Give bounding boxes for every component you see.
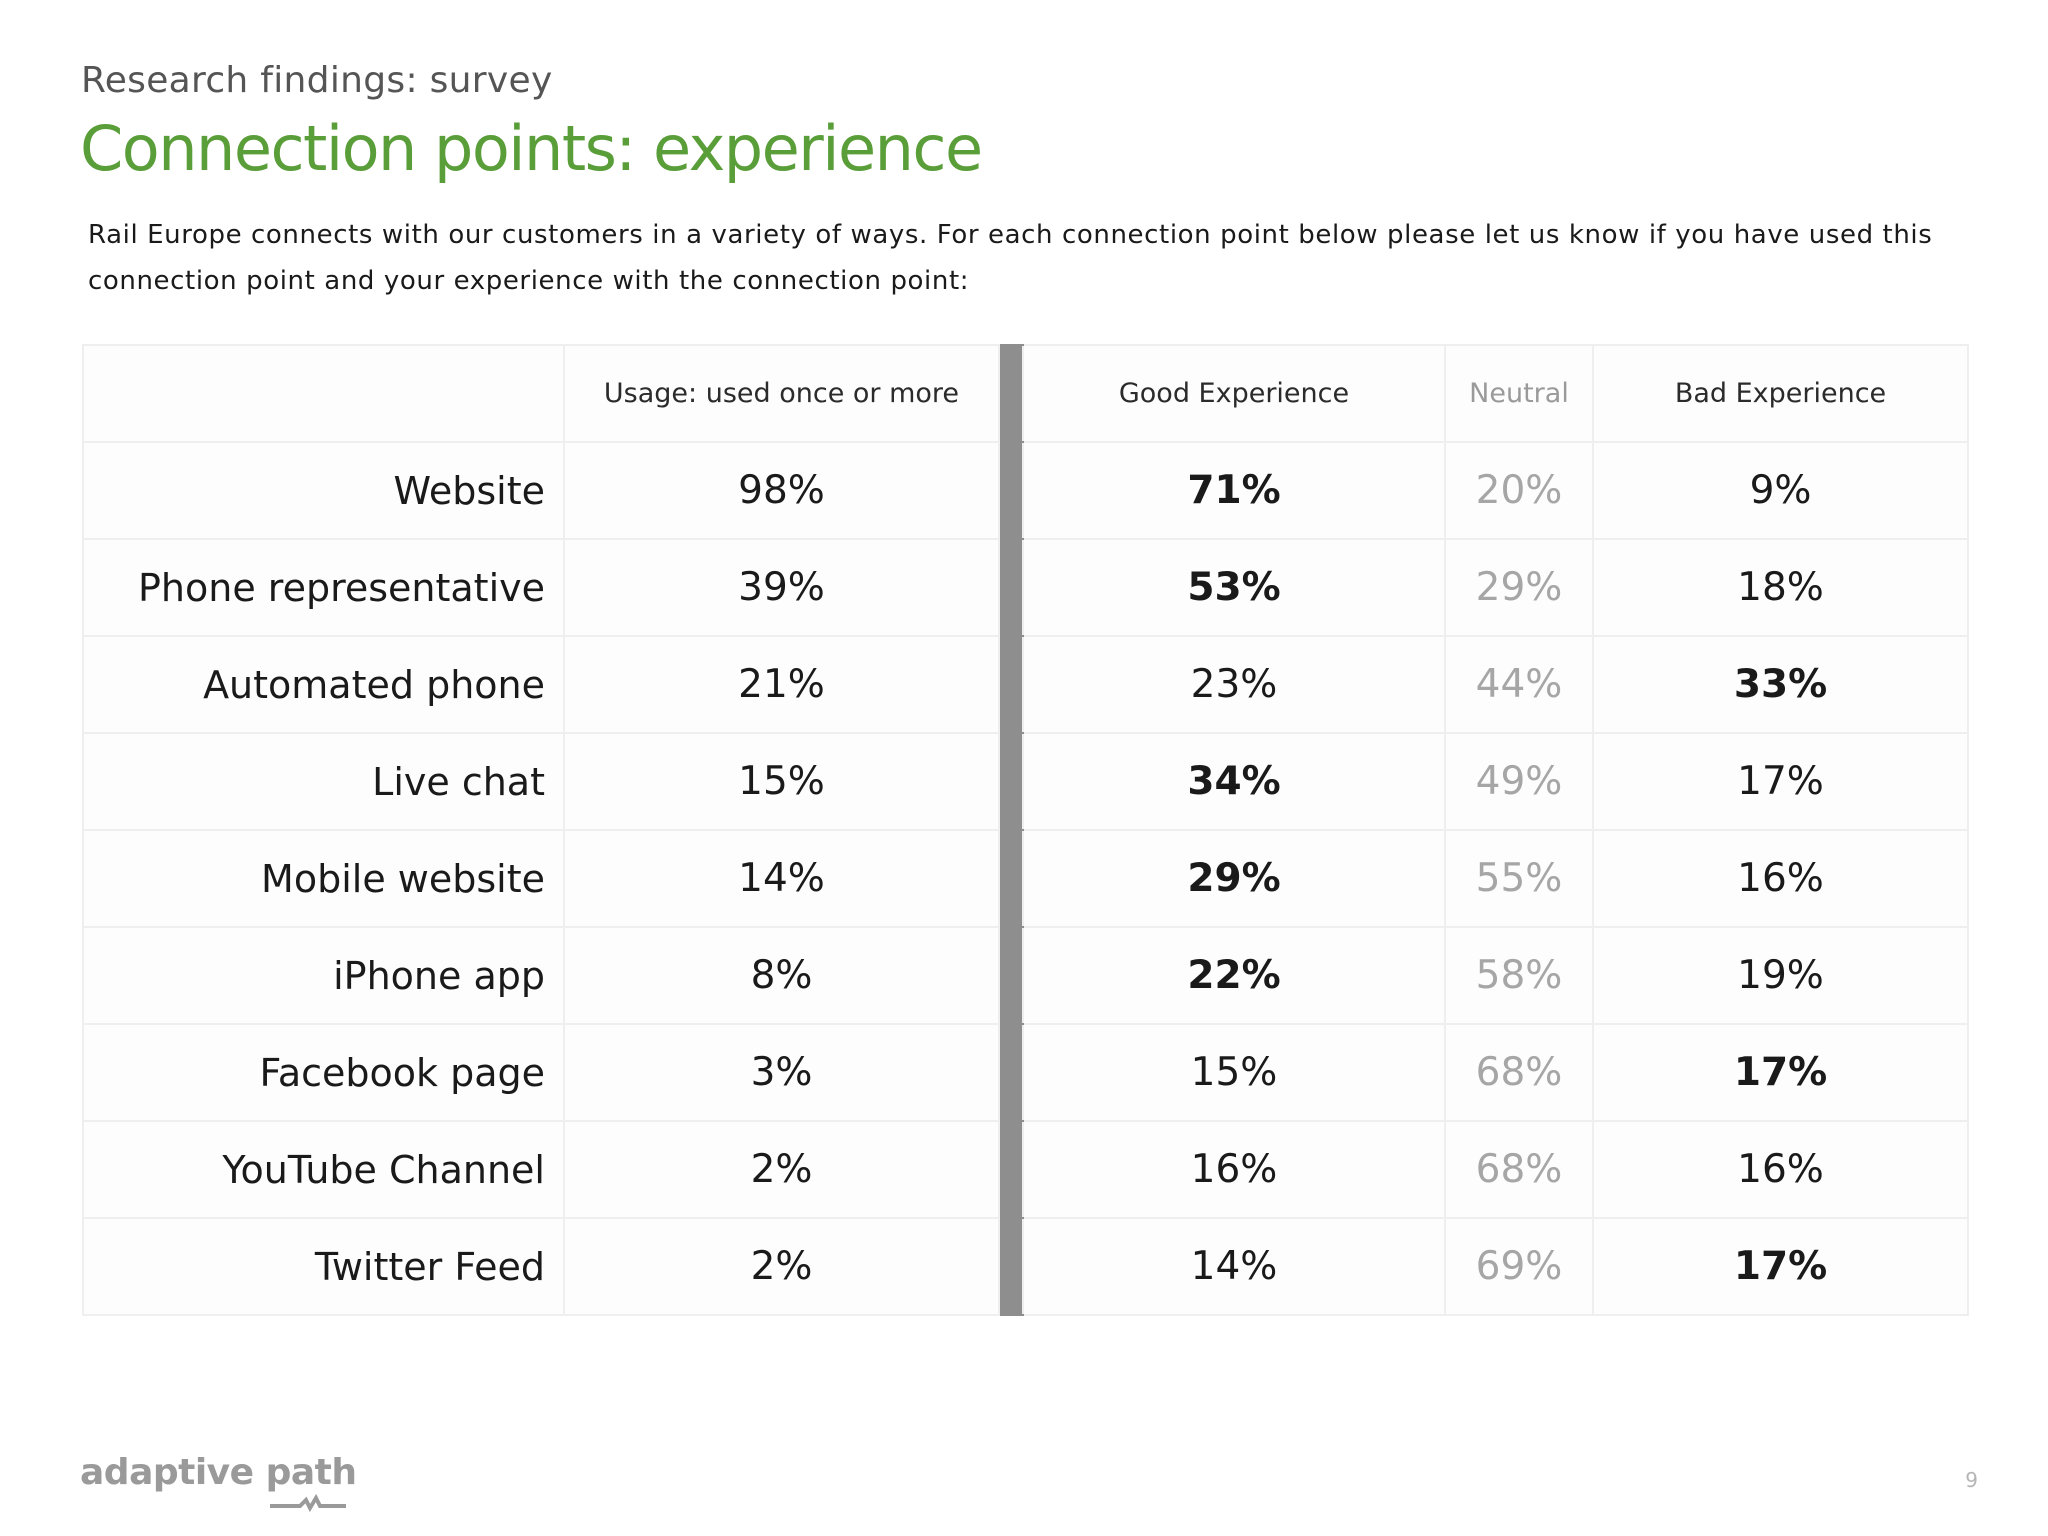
intro-text: Rail Europe connects with our customers … bbox=[88, 220, 1933, 296]
column-header-good: Good Experience bbox=[1022, 344, 1446, 443]
row-label: Automated phone bbox=[82, 635, 565, 734]
table-row: Website 98% 71% 20% 9% bbox=[82, 441, 1969, 540]
good-experience-cell: 22% bbox=[1022, 926, 1446, 1025]
good-experience-cell: 23% bbox=[1022, 635, 1446, 734]
column-divider bbox=[999, 1120, 1023, 1219]
table-row: YouTube Channel 2% 16% 68% 16% bbox=[82, 1120, 1969, 1219]
table-row: Phone representative 39% 53% 29% 18% bbox=[82, 538, 1969, 637]
row-label: Twitter Feed bbox=[82, 1217, 565, 1316]
usage-cell: 3% bbox=[563, 1023, 1000, 1122]
column-divider bbox=[999, 732, 1023, 831]
row-label: Website bbox=[82, 441, 565, 540]
column-divider bbox=[999, 1217, 1023, 1316]
table-header-row: Usage: used once or more Good Experience… bbox=[82, 344, 1969, 443]
usage-cell: 15% bbox=[563, 732, 1000, 831]
table-body: Website 98% 71% 20% 9% Phone representative 39… bbox=[82, 441, 1969, 1316]
table-row: Live chat 15% 34% 49% 17% bbox=[82, 732, 1969, 831]
row-label: Mobile website bbox=[82, 829, 565, 928]
page-title: Connection points: experience bbox=[80, 112, 983, 185]
good-experience-cell: 15% bbox=[1022, 1023, 1446, 1122]
table-row: Mobile website 14% 29% 55% 16% bbox=[82, 829, 1969, 928]
row-label: Facebook page bbox=[82, 1023, 565, 1122]
row-label: Phone representative bbox=[82, 538, 565, 637]
good-experience-cell: 53% bbox=[1022, 538, 1446, 637]
column-divider bbox=[999, 829, 1023, 928]
logo-path-mark-icon bbox=[270, 1493, 346, 1513]
column-header-empty bbox=[82, 344, 565, 443]
row-label: YouTube Channel bbox=[82, 1120, 565, 1219]
row-label: iPhone app bbox=[82, 926, 565, 1025]
usage-cell: 14% bbox=[563, 829, 1000, 928]
neutral-cell: 44% bbox=[1444, 635, 1594, 734]
usage-cell: 8% bbox=[563, 926, 1000, 1025]
bad-experience-cell: 33% bbox=[1592, 635, 1969, 734]
bad-experience-cell: 19% bbox=[1592, 926, 1969, 1025]
usage-cell: 21% bbox=[563, 635, 1000, 734]
good-experience-cell: 71% bbox=[1022, 441, 1446, 540]
neutral-cell: 20% bbox=[1444, 441, 1594, 540]
usage-cell: 2% bbox=[563, 1217, 1000, 1316]
bad-experience-cell: 17% bbox=[1592, 1023, 1969, 1122]
bad-experience-cell: 16% bbox=[1592, 1120, 1969, 1219]
good-experience-cell: 34% bbox=[1022, 732, 1446, 831]
column-divider bbox=[999, 441, 1023, 540]
neutral-cell: 68% bbox=[1444, 1120, 1594, 1219]
column-header-neutral: Neutral bbox=[1444, 344, 1594, 443]
bad-experience-cell: 17% bbox=[1592, 732, 1969, 831]
usage-cell: 39% bbox=[563, 538, 1000, 637]
neutral-cell: 29% bbox=[1444, 538, 1594, 637]
column-divider bbox=[999, 1023, 1023, 1122]
table-row: Facebook page 3% 15% 68% 17% bbox=[82, 1023, 1969, 1122]
neutral-cell: 55% bbox=[1444, 829, 1594, 928]
table-row: iPhone app 8% 22% 58% 19% bbox=[82, 926, 1969, 1025]
bad-experience-cell: 17% bbox=[1592, 1217, 1969, 1316]
row-label: Live chat bbox=[82, 732, 565, 831]
table-row: Automated phone 21% 23% 44% 33% bbox=[82, 635, 1969, 734]
good-experience-cell: 14% bbox=[1022, 1217, 1446, 1316]
neutral-cell: 68% bbox=[1444, 1023, 1594, 1122]
bad-experience-cell: 16% bbox=[1592, 829, 1969, 928]
usage-cell: 2% bbox=[563, 1120, 1000, 1219]
good-experience-cell: 29% bbox=[1022, 829, 1446, 928]
column-divider bbox=[999, 926, 1023, 1025]
page-number: 9 bbox=[1965, 1468, 1978, 1492]
column-divider bbox=[999, 344, 1023, 443]
adaptive-path-logo: adaptive path bbox=[80, 1452, 357, 1493]
section-kicker: Research findings: survey bbox=[81, 60, 553, 101]
bad-experience-cell: 18% bbox=[1592, 538, 1969, 637]
neutral-cell: 49% bbox=[1444, 732, 1594, 831]
usage-cell: 98% bbox=[563, 441, 1000, 540]
table-row: Twitter Feed 2% 14% 69% 17% bbox=[82, 1217, 1969, 1316]
column-header-bad: Bad Experience bbox=[1592, 344, 1969, 443]
column-divider bbox=[999, 538, 1023, 637]
column-divider bbox=[999, 635, 1023, 734]
column-header-usage: Usage: used once or more bbox=[563, 344, 1000, 443]
good-experience-cell: 16% bbox=[1022, 1120, 1446, 1219]
neutral-cell: 69% bbox=[1444, 1217, 1594, 1316]
bad-experience-cell: 9% bbox=[1592, 441, 1969, 540]
neutral-cell: 58% bbox=[1444, 926, 1594, 1025]
experience-table: Usage: used once or more Good Experience… bbox=[82, 344, 1969, 1316]
